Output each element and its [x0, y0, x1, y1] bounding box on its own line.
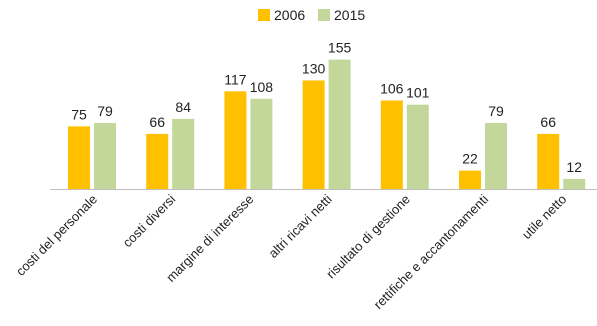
legend: 2006 2015 — [258, 7, 365, 23]
category-label-2: margine di interesse — [163, 192, 256, 285]
bars-group — [68, 59, 586, 190]
bar-2006-3 — [302, 80, 325, 189]
value-label-2015-1: 84 — [175, 99, 191, 115]
legend-swatch-2006 — [258, 9, 270, 21]
value-label-2006-5: 22 — [462, 151, 478, 167]
value-label-2006-0: 75 — [71, 106, 87, 122]
bar-2015-5 — [485, 123, 507, 189]
value-label-2015-4: 101 — [406, 85, 430, 101]
value-label-2006-2: 117 — [224, 71, 247, 87]
category-label-3: altri ricavi netti — [265, 191, 334, 260]
bar-2006-2 — [224, 91, 247, 189]
bar-2015-3 — [328, 59, 351, 190]
bar-2015-4 — [406, 104, 429, 189]
bar-2006-0 — [68, 126, 90, 189]
category-label-1: costi diversi — [120, 191, 179, 250]
legend-swatch-2015 — [318, 9, 330, 21]
bar-2015-1 — [172, 118, 195, 189]
category-label-6: utile netto — [519, 192, 569, 242]
legend-label-2006: 2006 — [274, 7, 305, 23]
value-label-2015-6: 12 — [566, 159, 582, 175]
value-label-2006-6: 66 — [540, 114, 556, 130]
category-label-0: costi del personale — [13, 192, 100, 279]
bar-2006-5 — [459, 170, 481, 189]
category-labels-group: costi del personale costi diversimargine … — [13, 191, 569, 312]
value-label-2006-3: 130 — [302, 60, 326, 76]
category-label-4: risultato di gestione — [323, 192, 413, 282]
legend-label-2015: 2015 — [334, 7, 365, 23]
value-label-2006-1: 66 — [149, 114, 165, 130]
bar-2006-4 — [380, 100, 403, 189]
bar-2015-0 — [94, 123, 116, 189]
bar-2015-6 — [563, 178, 586, 189]
value-label-2015-0: 79 — [97, 103, 113, 119]
value-label-2006-4: 106 — [380, 80, 404, 96]
value-label-2015-5: 79 — [488, 103, 504, 119]
bar-2006-6 — [537, 133, 560, 189]
bar-2006-1 — [146, 133, 169, 189]
bar-2015-2 — [250, 98, 273, 189]
value-label-2015-2: 108 — [250, 79, 274, 95]
value-label-2015-3: 155 — [328, 40, 352, 56]
